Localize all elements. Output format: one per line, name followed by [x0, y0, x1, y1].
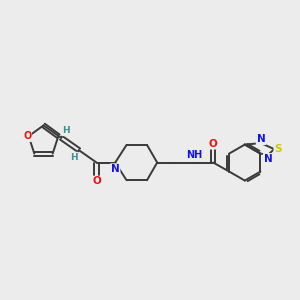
- Text: O: O: [92, 176, 101, 187]
- Text: N: N: [256, 134, 265, 144]
- Text: O: O: [23, 131, 31, 141]
- Text: O: O: [209, 139, 218, 149]
- Text: H: H: [62, 126, 70, 135]
- Text: N: N: [111, 164, 120, 174]
- Text: S: S: [274, 144, 282, 154]
- Text: H: H: [70, 153, 78, 162]
- Text: N: N: [264, 154, 272, 164]
- Text: NH: NH: [186, 150, 202, 160]
